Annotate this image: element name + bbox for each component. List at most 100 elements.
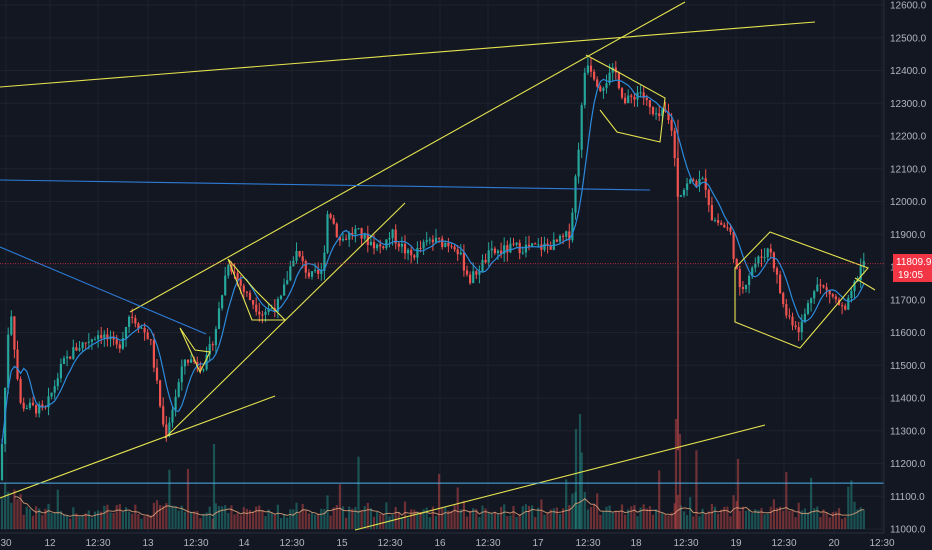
candle-body [729,227,732,232]
candle-body [732,231,735,259]
countdown-label: 19:05 [898,270,923,281]
candle-body [537,244,540,246]
candle-body [357,228,360,230]
volume-bar [713,506,717,529]
candle-body [741,287,744,290]
volume-bar [819,517,822,529]
candle-body [326,214,329,253]
candle-body [679,195,682,197]
candle-body [13,316,16,350]
candle-body [531,243,534,247]
volume-bar [273,514,276,529]
candle-body [248,292,252,301]
candle-body [363,233,366,239]
x-tick-label: 12:30 [771,538,796,549]
current-price-label: 11809.9 [896,257,932,268]
candle-body [16,349,19,379]
candle-body [214,328,217,346]
candle-body [236,272,239,280]
candle-body [527,244,531,247]
candle-body [608,72,611,84]
volume-bar [682,511,686,529]
candle-body [338,236,341,241]
candle-body [242,285,245,292]
volume-bar [87,510,90,529]
candle-body [630,95,633,97]
candle-body [450,246,453,248]
volume-bar [233,514,236,529]
volume-bar [450,511,453,529]
volume-bar [69,518,72,529]
volume-bar [472,508,475,529]
trendlines[interactable] [0,1,876,531]
volume-bar [686,515,689,529]
candle-body [673,130,676,159]
volume-bar [180,505,183,529]
volume-bar [360,510,363,529]
candle-body [813,291,816,299]
candle-body [562,235,565,237]
candle-body [50,392,53,397]
candle-body [410,249,413,256]
x-tick-label: 16 [434,538,446,549]
volume-bar [121,511,124,529]
candle-body [620,88,624,98]
candle-body [397,243,400,247]
candle-body [506,245,509,253]
volume-bar [205,512,208,529]
volume-bar [844,517,847,529]
candle-body [162,406,165,425]
blue-resistance-line[interactable] [0,179,651,191]
volume-bar [862,509,865,529]
volume-bar [698,516,701,529]
x-tick-label: 12:30 [377,538,402,549]
volume-bar [317,513,320,529]
support-line-1 [0,395,276,499]
candle-body [0,443,4,480]
candle-body [329,214,332,219]
candle-body [834,296,837,300]
candle-body [707,189,710,206]
candle-body [90,339,93,342]
candle-body [512,243,515,245]
candle-body [534,243,537,245]
volume-bar [434,515,438,529]
candle-body [202,369,205,371]
volume-bar [726,506,729,529]
candle-body [515,242,518,245]
blue-down-line[interactable] [0,246,207,335]
candle-body [186,359,190,363]
volume-bar [834,511,837,529]
volume-bar [751,513,754,529]
volume-bar [84,513,87,529]
volume-bar [75,513,78,529]
volume-bar [648,506,651,529]
volume-bar [165,503,168,529]
x-tick-label: 12:30 [475,538,500,549]
volume-bar [841,518,844,529]
volume-bar [543,514,546,529]
volume-bar [140,518,143,529]
candle-body [320,270,323,274]
candle-body [394,229,397,244]
volume-bar [431,506,434,529]
candle-body [586,65,589,73]
volume-bar [766,513,769,529]
x-tick-label: 12:30 [575,538,600,549]
x-tick-label: 30 [0,538,12,549]
volume-bar [779,506,782,529]
candle-body [627,95,630,104]
candle-body [456,249,459,255]
candle-body [596,79,599,87]
volume-bar [171,505,174,529]
volume-bar [236,513,239,529]
candle-body [283,284,286,296]
candle-body [763,257,766,259]
volume-bar [109,512,112,529]
volume-bar [416,513,419,529]
volume-bar [605,506,608,529]
volume-bar [493,511,496,529]
volume-bar [35,506,38,529]
volume-bar [66,515,69,529]
